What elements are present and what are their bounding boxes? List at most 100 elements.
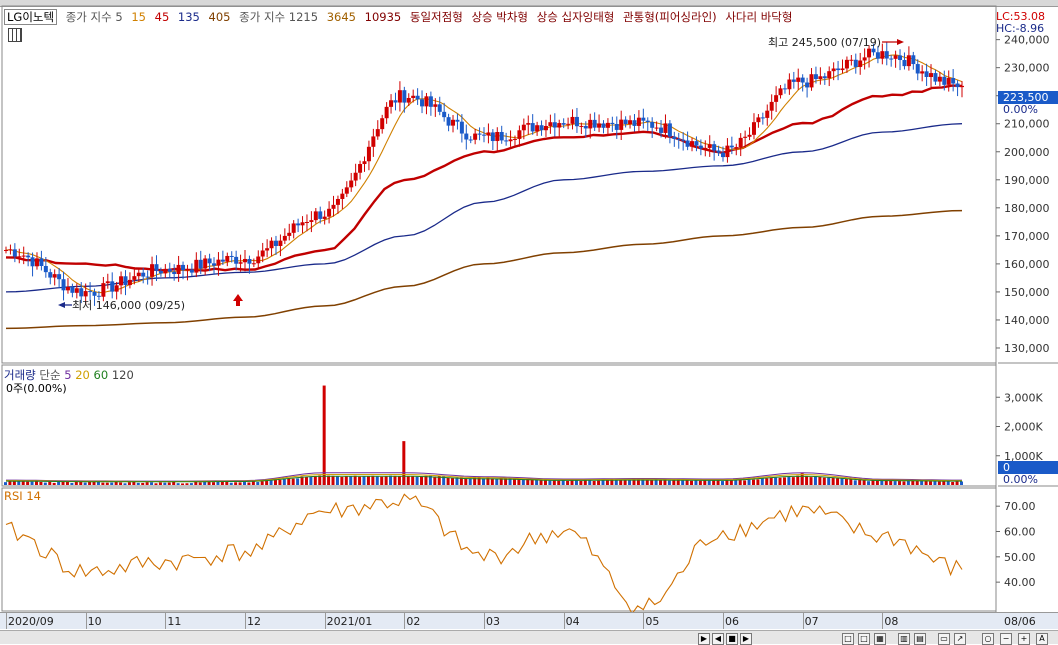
- candle-body: [663, 123, 668, 133]
- candle-body: [769, 101, 774, 111]
- candle-body: [207, 258, 212, 264]
- volume-bar: [123, 483, 127, 485]
- volume-bar: [853, 480, 857, 485]
- candle-body: [849, 59, 854, 61]
- volume-bar: [667, 480, 671, 485]
- volume-bar: [636, 479, 640, 485]
- volume-bar: [659, 480, 663, 485]
- copy-icon[interactable]: □: [858, 633, 870, 645]
- grid-icon[interactable]: ▦: [874, 633, 886, 645]
- candle-body: [79, 288, 84, 297]
- candle-body: [256, 256, 261, 264]
- candle-body: [282, 235, 287, 241]
- volume-tick-label: 1,000K: [1004, 450, 1043, 463]
- volume-bar: [4, 482, 7, 485]
- candle-body: [659, 127, 664, 133]
- volume-bar: [17, 481, 21, 485]
- volume-bar: [437, 476, 441, 485]
- candle-body: [499, 131, 504, 141]
- candle-body: [871, 48, 876, 53]
- candle-body: [521, 124, 526, 131]
- candle-body: [12, 249, 17, 257]
- volume-bar: [924, 480, 928, 485]
- volume-bar: [65, 481, 69, 485]
- volume-bar: [557, 480, 561, 485]
- volume-title: 거래량: [4, 368, 36, 382]
- volume-bar: [48, 481, 52, 485]
- volume-bar: [296, 478, 300, 485]
- volume-bar: [229, 482, 233, 485]
- candle-body: [238, 262, 243, 264]
- volume-bar: [769, 477, 773, 485]
- candle-body: [703, 147, 708, 149]
- stop-icon[interactable]: ■: [726, 633, 738, 645]
- crosshair-icon[interactable]: ↗: [954, 633, 966, 645]
- candle-body: [8, 249, 13, 251]
- candle-body: [574, 116, 579, 127]
- volume-bar: [238, 482, 242, 485]
- volume-bar: [349, 476, 353, 485]
- volume-bar: [482, 478, 485, 485]
- forward-icon[interactable]: ▶: [740, 633, 752, 645]
- volume-bar: [96, 481, 100, 485]
- ma-15-label: 15: [131, 10, 146, 24]
- candle-body: [61, 279, 66, 291]
- candle-body: [335, 198, 340, 205]
- candle-body: [610, 122, 615, 125]
- candle-body: [455, 119, 460, 122]
- high-annotation: 최고 245,500 (07/19): [768, 36, 904, 49]
- price-tick-label: 130,000: [1004, 342, 1050, 355]
- volume-bar: [83, 482, 87, 485]
- time-axis[interactable]: 2020/09 10 11 12 2021/01 02 03 04 05 06 07 08: [0, 612, 998, 629]
- bottom-scroll-bar[interactable]: ▶ ◀ ■ ▶ □ □ ▦ ▥ ▤ ▭ ↗ ○ − + A: [0, 630, 1058, 645]
- candle-body: [698, 145, 703, 149]
- font-size-icon[interactable]: A: [1036, 633, 1048, 645]
- zoom-fit-icon[interactable]: □: [842, 633, 854, 645]
- time-tick-mark: [6, 613, 7, 629]
- volume-bar: [366, 476, 370, 485]
- candle-body: [893, 55, 898, 59]
- price-tick-label: 160,000: [1004, 258, 1050, 271]
- select-icon[interactable]: ▭: [938, 633, 950, 645]
- zoom-out-icon[interactable]: −: [1000, 633, 1012, 645]
- volume-bar: [645, 479, 649, 485]
- candle-body: [468, 139, 473, 141]
- candle-body: [384, 106, 389, 119]
- candle-body: [114, 285, 119, 292]
- volume-bar: [605, 480, 609, 485]
- volume-bar: [220, 481, 224, 485]
- candle-body: [406, 97, 411, 103]
- volume-bar: [411, 476, 415, 485]
- price-tick-label: 150,000: [1004, 286, 1050, 299]
- volume-legend: 거래량 단순 5 20 60 120: [4, 367, 134, 383]
- time-tick-label: 06: [725, 615, 739, 628]
- chart-type-icon[interactable]: ▥: [898, 633, 910, 645]
- volume-bar: [787, 477, 791, 485]
- grid-settings-icon[interactable]: [8, 28, 22, 42]
- candle-body: [566, 123, 571, 125]
- settings-icon[interactable]: ▤: [914, 633, 926, 645]
- volume-bar: [906, 481, 910, 485]
- low-annotation: 최저 146,000 (09/25): [58, 299, 185, 312]
- volume-bar: [88, 481, 92, 485]
- candle-body: [251, 263, 256, 265]
- volume-bar: [119, 482, 123, 485]
- candle-body: [570, 116, 575, 124]
- candle-body: [504, 140, 509, 142]
- volume-bar: [743, 480, 747, 485]
- volume-bar: [141, 482, 145, 485]
- candle-body: [619, 119, 624, 130]
- zoom-in-icon[interactable]: +: [1018, 633, 1030, 645]
- symbol-label[interactable]: LG이노텍: [4, 9, 58, 25]
- search-icon[interactable]: ○: [982, 633, 994, 645]
- price-candles: [4, 42, 964, 306]
- price-tick-label: 200,000: [1004, 146, 1050, 159]
- candle-body: [694, 141, 699, 146]
- rewind-icon[interactable]: ◀: [712, 633, 724, 645]
- volume-bar: [490, 478, 494, 485]
- volume-bar: [543, 479, 547, 485]
- candle-body: [247, 258, 252, 264]
- volume-bar: [725, 480, 729, 485]
- first-page-icon[interactable]: ▶: [698, 633, 710, 645]
- candle-body: [477, 133, 482, 135]
